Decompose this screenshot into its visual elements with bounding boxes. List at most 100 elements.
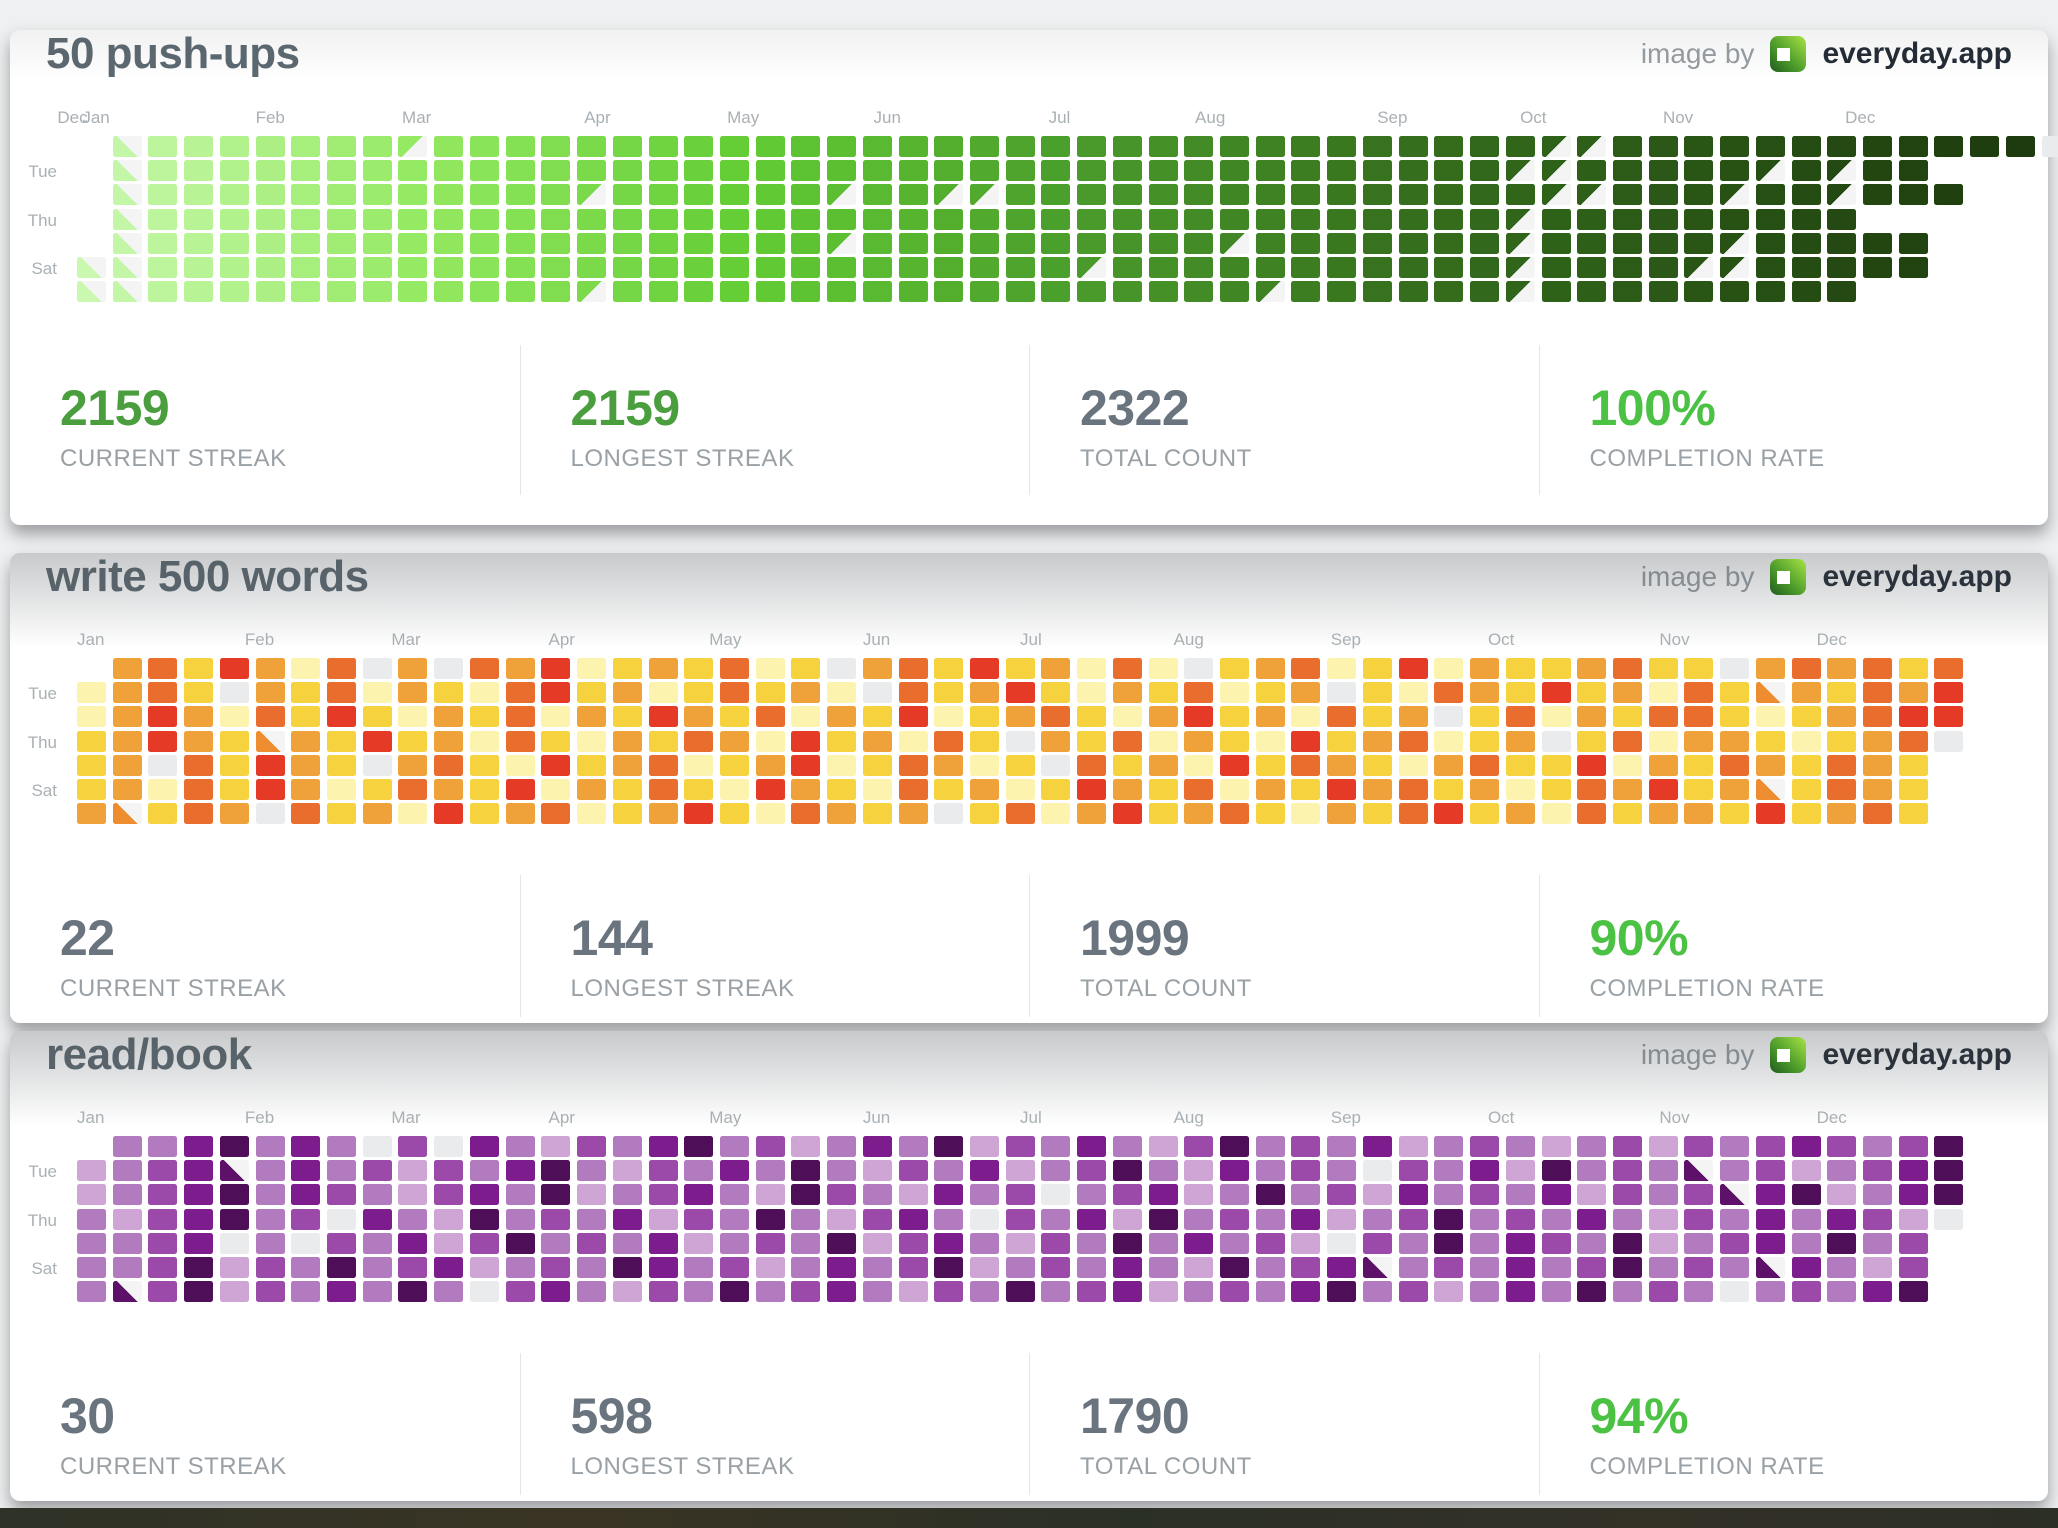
heatmap-cell <box>362 779 392 800</box>
heatmap-cell <box>1184 1232 1214 1254</box>
heatmap-cell <box>1398 1136 1428 1157</box>
heatmap-cell <box>1541 208 1571 230</box>
heatmap-cell <box>1077 682 1107 704</box>
heatmap-cell <box>1612 779 1642 800</box>
heatmap-cell <box>719 658 749 679</box>
heatmap-cell <box>612 803 642 825</box>
heatmap-cell <box>1827 1257 1857 1278</box>
heatmap-cell <box>1077 1208 1107 1230</box>
heatmap-cell <box>434 136 464 157</box>
heatmap-cell <box>1220 1184 1250 1206</box>
heatmap-cell <box>648 1232 678 1254</box>
heatmap-cell <box>1184 184 1214 206</box>
heatmap-cell <box>1184 1160 1214 1182</box>
heatmap-cell <box>1005 208 1035 230</box>
heatmap-cell <box>148 682 178 704</box>
heatmap-cell <box>469 184 499 206</box>
heatmap-cell <box>505 1281 535 1303</box>
heatmap-cell <box>362 136 392 157</box>
brand-link[interactable]: everyday.app <box>1822 1038 2012 1071</box>
heatmap-cell <box>719 208 749 230</box>
heatmap-cell <box>1220 779 1250 800</box>
heatmap-cell <box>291 779 321 800</box>
heatmap-cell <box>612 1136 642 1157</box>
day-label: Thu <box>27 210 57 230</box>
heatmap-cell <box>1362 136 1392 157</box>
heatmap-cell <box>1184 1257 1214 1278</box>
stat-current-streak: 30 CURRENT STREAK <box>10 1353 520 1495</box>
heatmap-cell <box>1612 706 1642 728</box>
heatmap-cell <box>934 1208 964 1230</box>
month-label: Apr <box>548 630 575 649</box>
heatmap-cell <box>255 281 285 303</box>
heatmap-cell <box>1791 281 1821 303</box>
heatmap-cell <box>1041 1184 1071 1206</box>
heatmap-cell <box>1612 184 1642 206</box>
heatmap-cell <box>327 779 357 800</box>
heatmap-cell <box>1541 803 1571 825</box>
brand-link[interactable]: everyday.app <box>1822 37 2012 70</box>
heatmap-cell <box>541 1136 571 1157</box>
heatmap-cell <box>1041 1232 1071 1254</box>
heatmap-cell <box>291 160 321 182</box>
heatmap-cell <box>1112 779 1142 800</box>
heatmap-cell <box>148 754 178 776</box>
heatmap-cell <box>1148 779 1178 800</box>
heatmap-cell <box>291 803 321 825</box>
heatmap-cell <box>1077 1136 1107 1157</box>
heatmap-cell <box>791 1160 821 1182</box>
heatmap-cell <box>1863 184 1892 206</box>
heatmap-cell <box>791 160 821 182</box>
heatmap-cell <box>1470 803 1500 825</box>
heatmap-cell <box>791 658 821 679</box>
heatmap-cell <box>327 1160 357 1182</box>
heatmap-cell <box>1505 1160 1535 1182</box>
brand-link[interactable]: everyday.app <box>1822 560 2012 593</box>
stat-value: 22 <box>60 910 115 966</box>
heatmap-cell <box>77 779 106 800</box>
heatmap-cell <box>469 1232 499 1254</box>
day-label: Sat <box>31 781 57 800</box>
heatmap-cell <box>362 257 392 278</box>
heatmap-cell <box>755 1232 785 1254</box>
heatmap-cell <box>1362 1184 1392 1206</box>
heatmap-cell <box>1934 730 1964 752</box>
heatmap-cell <box>1470 1232 1500 1254</box>
heatmap-cell <box>1184 754 1214 776</box>
heatmap-cell <box>1041 682 1071 704</box>
heatmap-cell <box>1077 658 1107 679</box>
stat-label: COMPLETION RATE <box>1589 1453 1825 1480</box>
heatmap-cell <box>148 1160 178 1182</box>
heatmap-cell <box>970 706 999 728</box>
heatmap-cell <box>362 208 392 230</box>
heatmap-cell <box>1148 232 1178 254</box>
heatmap-cell <box>1898 232 1928 254</box>
heatmap-cell <box>684 1208 714 1230</box>
heatmap-cell <box>970 1232 999 1254</box>
heatmap-cell <box>1505 136 1535 157</box>
heatmap-cell <box>434 1257 464 1278</box>
heatmap-cell <box>1041 281 1071 303</box>
heatmap-cell <box>1184 136 1214 157</box>
heatmap-cell <box>1755 136 1785 157</box>
heatmap-cell <box>1791 1232 1821 1254</box>
heatmap-cell <box>1684 754 1714 776</box>
heatmap-cell <box>1827 208 1857 230</box>
heatmap-cell <box>1041 1281 1071 1303</box>
heatmap-cell <box>1398 1160 1428 1182</box>
heatmap-cell <box>1077 1232 1107 1254</box>
heatmap-cell <box>1827 1160 1857 1182</box>
heatmap-cell <box>755 730 785 752</box>
heatmap-cell <box>1398 682 1428 704</box>
heatmap-cell <box>184 1160 214 1182</box>
heatmap-cell <box>577 682 607 704</box>
month-label: Feb <box>255 108 285 127</box>
heatmap-cell <box>1362 754 1392 776</box>
heatmap-cell <box>1898 184 1928 206</box>
heatmap-cell <box>505 1184 535 1206</box>
heatmap-cell <box>577 1232 607 1254</box>
heatmap-cell <box>898 257 928 278</box>
heatmap-cell <box>1541 136 1571 157</box>
month-label: Nov <box>1659 1108 1690 1127</box>
heatmap-cell <box>612 160 642 182</box>
